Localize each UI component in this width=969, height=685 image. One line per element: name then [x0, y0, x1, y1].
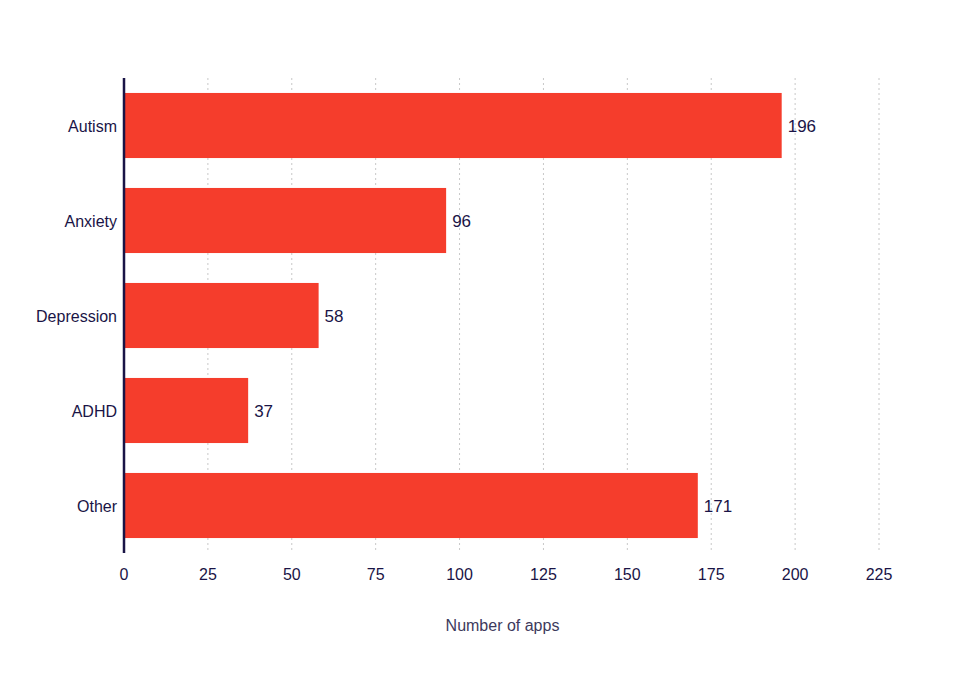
tick-label: 200	[782, 566, 809, 583]
tick-label: 150	[614, 566, 641, 583]
bar	[124, 378, 248, 443]
bar	[124, 283, 319, 348]
tick-label: 50	[283, 566, 301, 583]
tick-label: 75	[367, 566, 385, 583]
axis-title: Number of apps	[446, 617, 560, 634]
data-label: 196	[788, 117, 816, 136]
bar	[124, 188, 446, 253]
tick-label: 100	[446, 566, 473, 583]
category-label: Autism	[68, 118, 117, 135]
axis-line	[123, 78, 126, 553]
category-label: Depression	[36, 308, 117, 325]
bar	[124, 473, 698, 538]
grid-line	[879, 78, 880, 553]
category-label: Other	[77, 498, 118, 515]
chart-svg: 0 25 50 75 100 125 150 175 200 225 196 96 58 37 171 Aut…	[0, 0, 969, 685]
tick-label: 125	[530, 566, 557, 583]
category-label: ADHD	[72, 403, 117, 420]
data-label: 37	[254, 402, 273, 421]
tick-label: 0	[120, 566, 129, 583]
data-label: 96	[452, 212, 471, 231]
tick-label: 225	[866, 566, 893, 583]
tick-label: 25	[199, 566, 217, 583]
chart-container: 0 25 50 75 100 125 150 175 200 225 196 96 58 37 171 Aut…	[0, 0, 969, 685]
data-label: 171	[704, 497, 732, 516]
grid-line	[795, 78, 796, 553]
data-label: 58	[325, 307, 344, 326]
category-label: Anxiety	[65, 213, 117, 230]
tick-label: 175	[698, 566, 725, 583]
bar	[124, 93, 782, 158]
bars	[124, 93, 782, 538]
